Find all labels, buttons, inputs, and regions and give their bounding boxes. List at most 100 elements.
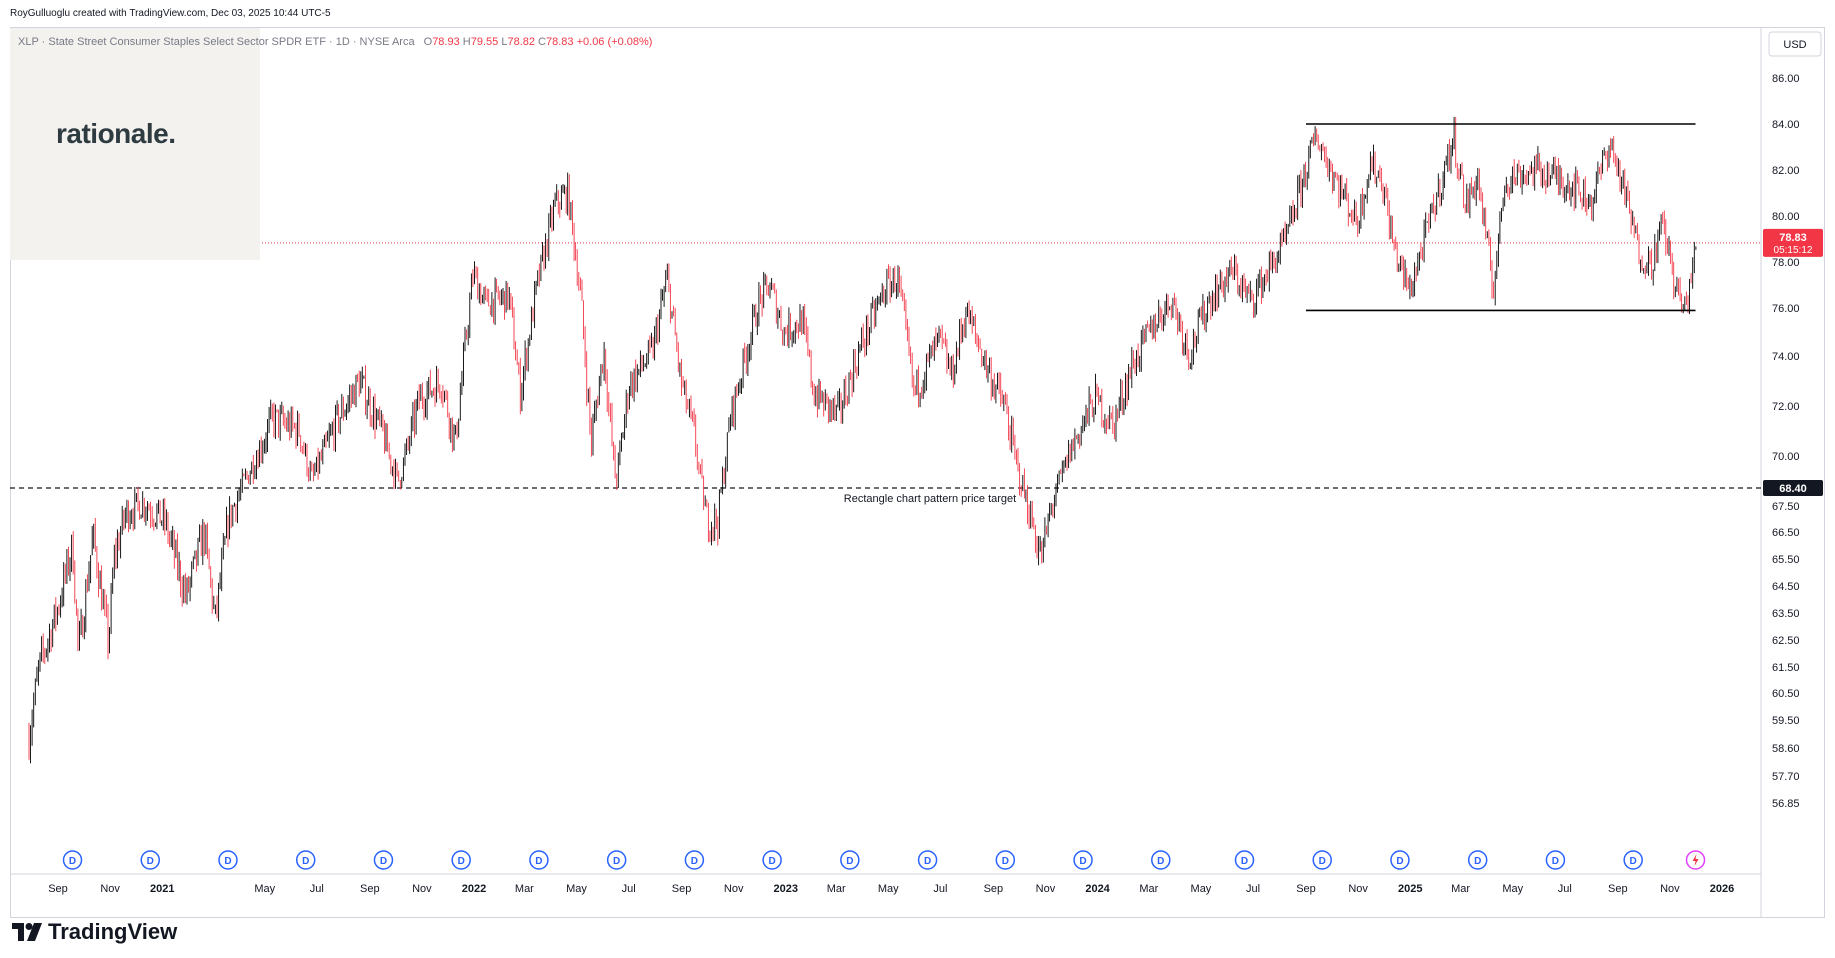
dividend-marker[interactable] xyxy=(218,850,238,870)
change-value: +0.06 (+0.08%) xyxy=(576,36,653,48)
dividend-marker[interactable] xyxy=(606,850,627,870)
price-tick-label: 63.50 xyxy=(1772,608,1800,620)
price-tick-label: 78.00 xyxy=(1772,257,1800,269)
dividend-marker-label: D xyxy=(1319,856,1326,867)
dividend-marker[interactable] xyxy=(529,850,549,870)
price-tick-label: 56.85 xyxy=(1772,798,1800,810)
time-tick-label: Sep xyxy=(48,883,68,895)
time-tick-label: 2021 xyxy=(150,883,174,895)
price-tick-label: 59.50 xyxy=(1772,715,1800,727)
time-tick-label: Nov xyxy=(1348,883,1368,895)
price-tick-label: 67.50 xyxy=(1772,501,1800,513)
price-tick-label: 76.00 xyxy=(1772,303,1800,315)
dividend-marker-label: D xyxy=(691,856,698,867)
time-tick-label: Jul xyxy=(622,883,636,895)
price-tick-label: 84.00 xyxy=(1772,119,1800,131)
dividend-marker-label: D xyxy=(846,856,853,867)
time-tick-label: Nov xyxy=(100,883,120,895)
time-tick-label: May xyxy=(878,883,899,895)
dividend-marker-label: D xyxy=(1474,856,1481,867)
dividend-marker[interactable] xyxy=(1390,850,1410,870)
time-tick-label: 2023 xyxy=(774,883,798,895)
tradingview-brand[interactable]: TradingView xyxy=(12,918,177,946)
dividend-marker-label: D xyxy=(1157,856,1164,867)
dividend-marker[interactable] xyxy=(373,850,394,870)
dividend-marker[interactable] xyxy=(1312,850,1332,870)
time-tick-label: May xyxy=(1502,883,1523,895)
dividend-marker-label: D xyxy=(613,856,620,867)
symbol-description: XLP · State Street Consumer Staples Sele… xyxy=(18,36,415,48)
dividend-marker-label: D xyxy=(224,856,231,867)
dividend-marker[interactable] xyxy=(1151,850,1171,870)
price-tick-label: 80.00 xyxy=(1772,211,1800,223)
dividend-marker-label: D xyxy=(924,856,931,867)
time-tick-label: May xyxy=(566,883,587,895)
price-tick-label: 58.60 xyxy=(1772,743,1800,755)
tradingview-wordmark: TradingView xyxy=(48,919,178,944)
time-tick-label: Nov xyxy=(1660,883,1680,895)
dividend-marker-label: D xyxy=(147,856,154,867)
currency-label[interactable]: USD xyxy=(1783,39,1806,51)
dividend-marker-label: D xyxy=(1396,856,1403,867)
time-tick-label: Mar xyxy=(515,883,534,895)
dividend-marker[interactable] xyxy=(451,850,471,870)
dividend-marker[interactable] xyxy=(840,850,860,870)
dividend-marker-label: D xyxy=(1630,856,1637,867)
dividend-marker[interactable] xyxy=(917,850,938,870)
dividend-marker[interactable] xyxy=(1623,850,1643,870)
dividend-marker[interactable] xyxy=(1545,850,1566,870)
dividend-marker-label: D xyxy=(769,856,776,867)
time-tick-label: 2026 xyxy=(1710,883,1734,895)
time-tick-label: Jul xyxy=(310,883,324,895)
dividend-marker[interactable] xyxy=(1234,850,1255,870)
price-tick-label: 70.00 xyxy=(1772,451,1800,463)
time-tick-label: Sep xyxy=(360,883,380,895)
dividend-marker-label: D xyxy=(1241,856,1248,867)
price-tick-label: 61.50 xyxy=(1772,662,1800,674)
dividend-marker-label: D xyxy=(380,856,387,867)
symbol-legend[interactable]: XLP · State Street Consumer Staples Sele… xyxy=(18,36,652,48)
time-tick-label: 2022 xyxy=(462,883,486,895)
last-price-tag-value: 78.83 xyxy=(1779,232,1807,244)
price-tick-label: 57.70 xyxy=(1772,771,1800,783)
dividend-marker[interactable] xyxy=(1073,850,1093,870)
price-tick-label: 82.00 xyxy=(1772,165,1800,177)
price-tick-label: 66.50 xyxy=(1772,527,1800,539)
dividend-marker-label: D xyxy=(1002,856,1009,867)
time-tick-label: Nov xyxy=(412,883,432,895)
dividend-marker[interactable] xyxy=(140,850,161,870)
time-tick-label: Nov xyxy=(1036,883,1056,895)
dividend-marker-label: D xyxy=(1079,856,1086,867)
dividend-marker-label: D xyxy=(1552,856,1559,867)
time-tick-label: Jul xyxy=(1558,883,1572,895)
price-tick-label: 62.50 xyxy=(1772,635,1800,647)
dividend-marker[interactable] xyxy=(1467,850,1488,870)
time-tick-label: Jul xyxy=(1246,883,1260,895)
dividend-marker[interactable] xyxy=(62,850,83,870)
dividend-marker-label: D xyxy=(69,856,76,867)
time-tick-label: Jul xyxy=(933,883,947,895)
dividend-marker[interactable] xyxy=(762,850,782,870)
chart-attribution: RoyGulluoglu created with TradingView.co… xyxy=(10,8,331,19)
target-price-tag xyxy=(1763,480,1823,496)
price-tick-label: 74.00 xyxy=(1772,351,1800,363)
dividend-marker[interactable] xyxy=(295,850,316,870)
high-value: 79.55 xyxy=(470,36,499,48)
dividend-marker[interactable] xyxy=(684,850,705,870)
close-value: 78.83 xyxy=(546,36,574,48)
currency-button[interactable] xyxy=(1768,31,1822,57)
rationale-logo: rationale. xyxy=(56,118,176,149)
tradingview-logo-icon xyxy=(12,923,42,941)
dividend-marker[interactable] xyxy=(995,850,1016,870)
time-tick-label: May xyxy=(254,883,275,895)
time-tick-label: Sep xyxy=(1296,883,1316,895)
time-tick-label: Mar xyxy=(1451,883,1470,895)
time-tick-label: Sep xyxy=(984,883,1004,895)
time-tick-label: 2025 xyxy=(1398,883,1422,895)
price-tick-label: 60.50 xyxy=(1772,688,1800,700)
ohlc-values: O78.93 H79.55 L78.82 C78.83 +0.06 (+0.08… xyxy=(423,36,653,48)
dividend-marker-label: D xyxy=(302,856,309,867)
price-tick-label: 86.00 xyxy=(1772,73,1800,85)
lightning-icon xyxy=(1692,854,1699,866)
